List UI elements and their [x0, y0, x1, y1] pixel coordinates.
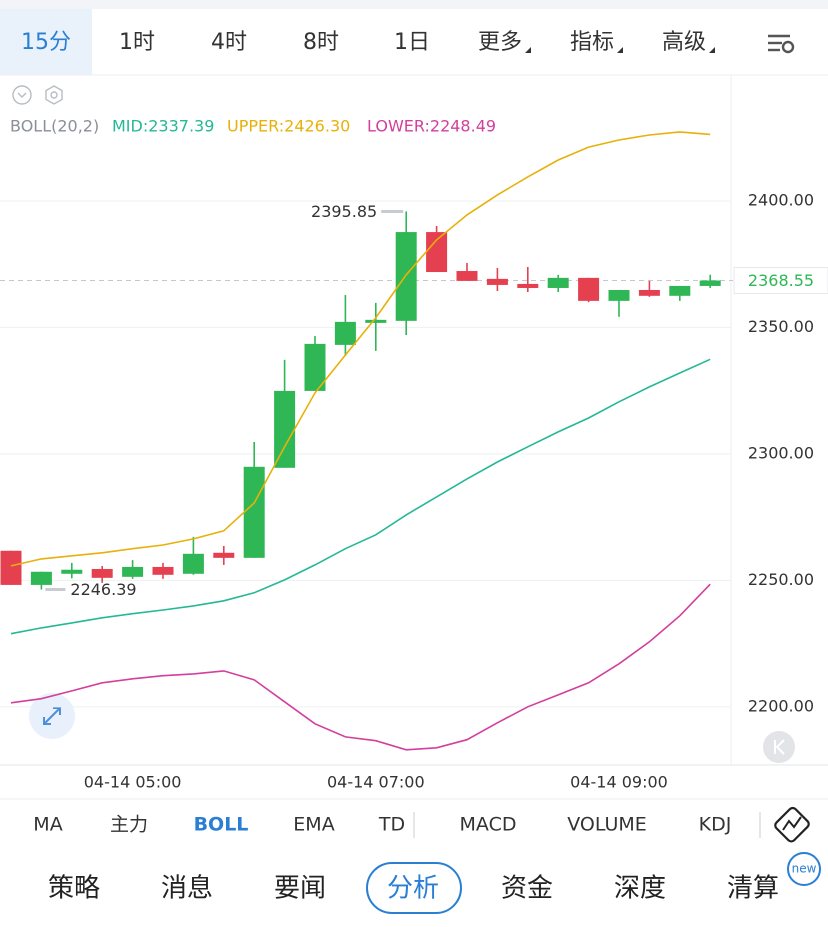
candle-body: [91, 568, 113, 578]
candle-body: [30, 571, 52, 585]
x-tick-label: 04-14 07:00: [327, 773, 425, 792]
indicator-tab[interactable]: VOLUME: [567, 814, 647, 836]
bottom-tab[interactable]: 要闻: [274, 874, 326, 904]
candle-body: [486, 278, 508, 285]
candle-body: [122, 566, 144, 577]
chart-tool-icon-line: [782, 816, 802, 831]
time-tab[interactable]: 更多: [478, 30, 522, 55]
time-tab[interactable]: 8时: [303, 30, 339, 55]
candle-body: [395, 232, 417, 321]
candle-body: [61, 569, 83, 574]
new-badge: [787, 852, 821, 886]
time-tab[interactable]: 15分: [21, 30, 71, 55]
bollinger-line: [10, 358, 711, 635]
y-tick-label: 2250.00: [748, 570, 814, 589]
badge-text: new: [792, 862, 817, 876]
bottom-tab[interactable]: 深度: [614, 874, 666, 904]
status-strip: [0, 0, 828, 9]
candle-body: [578, 277, 600, 301]
indicator-tab[interactable]: EMA: [293, 814, 334, 836]
candle-body: [699, 280, 721, 286]
candle-body: [547, 277, 569, 288]
dropdown-triangle: [617, 47, 623, 53]
settings-hex-icon[interactable]: [45, 85, 63, 105]
candle-body: [213, 552, 235, 558]
candle-body: [182, 553, 204, 574]
indicator-tab[interactable]: TD: [378, 814, 405, 836]
candle-body: [608, 289, 630, 301]
indicator-tab[interactable]: BOLL: [194, 814, 249, 836]
indicator-name: BOLL(20,2): [10, 117, 99, 136]
candle-body: [517, 283, 539, 288]
min-label: 2246.39: [70, 580, 136, 599]
candle-body: [456, 271, 478, 281]
k-icon: [774, 739, 785, 755]
max-label: 2395.85: [311, 202, 377, 221]
time-tab[interactable]: 4时: [211, 30, 247, 55]
candle-body: [334, 321, 356, 345]
y-tick-label: 2400.00: [748, 190, 814, 209]
dropdown-triangle: [525, 47, 531, 53]
bottom-tab[interactable]: 清算: [727, 874, 779, 904]
candle-body: [152, 566, 174, 575]
collapse-icon-arrow: [17, 92, 27, 98]
candle-body: [365, 319, 387, 323]
indicator-tab[interactable]: KDJ: [699, 814, 732, 836]
chart-tool-icon[interactable]: [774, 806, 811, 843]
bottom-tab[interactable]: 消息: [161, 874, 213, 904]
legend-entry: LOWER:2248.49: [367, 117, 496, 136]
selected-tab-outline: [366, 862, 462, 914]
time-tab[interactable]: 1时: [119, 30, 155, 55]
candle-body: [304, 343, 326, 391]
indicator-tab[interactable]: MA: [33, 814, 62, 836]
x-tick-label: 04-14 09:00: [570, 773, 668, 792]
bollinger-line: [10, 131, 711, 567]
indicator-tab[interactable]: 主力: [110, 814, 148, 836]
settings-icon[interactable]: [768, 34, 795, 54]
selected-tab-bg: [0, 9, 92, 75]
candle-body: [274, 390, 296, 468]
k-button[interactable]: [763, 731, 795, 763]
y-tick-label: 2300.00: [748, 443, 814, 462]
candle-body: [638, 289, 660, 296]
collapse-icon[interactable]: [12, 85, 32, 105]
last-price-box: [733, 267, 828, 295]
bollinger-line: [10, 583, 711, 751]
bottom-tab[interactable]: 资金: [501, 874, 553, 904]
time-tab[interactable]: 指标: [570, 30, 614, 55]
y-tick-label: 2200.00: [748, 696, 814, 715]
expand-icon: [43, 707, 61, 725]
dropdown-triangle: [709, 47, 715, 53]
candle-body: [243, 466, 265, 558]
bottom-tab[interactable]: 策略: [48, 874, 100, 904]
candle-body: [669, 285, 691, 296]
indicator-tab[interactable]: MACD: [460, 814, 517, 836]
candle-body: [426, 232, 448, 273]
x-tick-label: 04-14 05:00: [84, 773, 182, 792]
last-price-label: 2368.55: [748, 271, 814, 290]
legend-entry: UPPER:2426.30: [227, 117, 350, 136]
settings-hex-dot: [50, 91, 58, 99]
legend-entry: MID:2337.39: [112, 117, 214, 136]
time-tab[interactable]: 1日: [394, 30, 430, 55]
bottom-tab[interactable]: 分析: [387, 874, 439, 904]
candle-body: [0, 550, 22, 585]
time-tab[interactable]: 高级: [662, 30, 706, 55]
y-tick-label: 2350.00: [748, 317, 814, 336]
